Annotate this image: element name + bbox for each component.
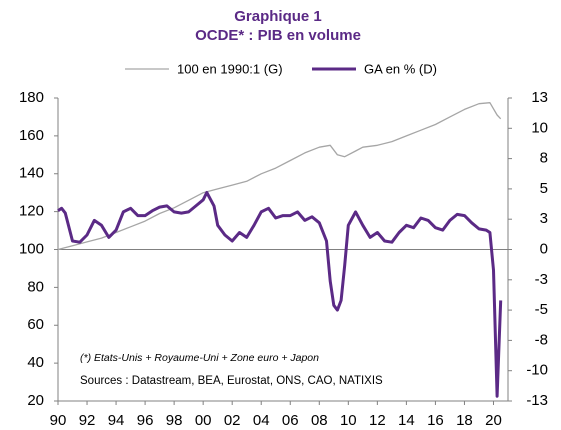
x-tick-label: 18 <box>456 412 473 429</box>
y2-tick-label: -10 <box>526 362 548 379</box>
x-tick-label: 20 <box>485 412 502 429</box>
chart-title: Graphique 1 <box>234 8 322 25</box>
y-tick-label: 180 <box>19 89 44 106</box>
y-tick-label: 120 <box>19 203 44 220</box>
x-tick-label: 14 <box>398 412 415 429</box>
y2-tick-label: 10 <box>531 119 548 136</box>
series-line <box>57 191 503 398</box>
x-tick-label: 12 <box>369 412 386 429</box>
x-tick-label: 90 <box>50 412 67 429</box>
y-tick-label: 80 <box>27 278 44 295</box>
y-tick-label: 60 <box>27 316 44 333</box>
y2-tick-label: -5 <box>535 301 548 318</box>
x-tick-label: 92 <box>79 412 96 429</box>
legend-label: 100 en 1990:1 (G) <box>177 61 283 76</box>
x-tick-label: 98 <box>166 412 183 429</box>
y2-tick-label: 5 <box>540 180 548 197</box>
y2-tick-label: -13 <box>526 392 548 409</box>
y-tick-label: 40 <box>27 354 44 371</box>
y-tick-label: 100 <box>19 240 44 257</box>
annotation: Sources : Datastream, BEA, Eurostat, ONS… <box>80 375 383 387</box>
y2-tick-label: 3 <box>540 210 548 227</box>
legend-label: GA en % (D) <box>364 61 437 76</box>
x-tick-label: 08 <box>311 412 328 429</box>
x-tick-label: 16 <box>427 412 444 429</box>
x-tick-label: 94 <box>108 412 125 429</box>
y-tick-label: 20 <box>27 392 44 409</box>
x-tick-label: 00 <box>195 412 212 429</box>
y2-tick-label: 8 <box>540 150 548 167</box>
annotation: (*) Etats-Unis + Royaume-Uni + Zone euro… <box>80 352 319 364</box>
series-line <box>57 102 502 251</box>
x-tick-label: 04 <box>253 412 270 429</box>
x-tick-label: 10 <box>340 412 357 429</box>
chart-subtitle: OCDE* : PIB en volume <box>195 27 361 44</box>
y2-tick-label: 13 <box>531 89 548 106</box>
x-tick-label: 06 <box>282 412 299 429</box>
x-tick-label: 02 <box>224 412 241 429</box>
y2-tick-label: 0 <box>540 240 548 257</box>
y2-tick-label: -3 <box>535 271 548 288</box>
y-tick-label: 140 <box>19 165 44 182</box>
y2-tick-label: -8 <box>535 331 548 348</box>
x-tick-label: 96 <box>137 412 154 429</box>
y-tick-label: 160 <box>19 127 44 144</box>
